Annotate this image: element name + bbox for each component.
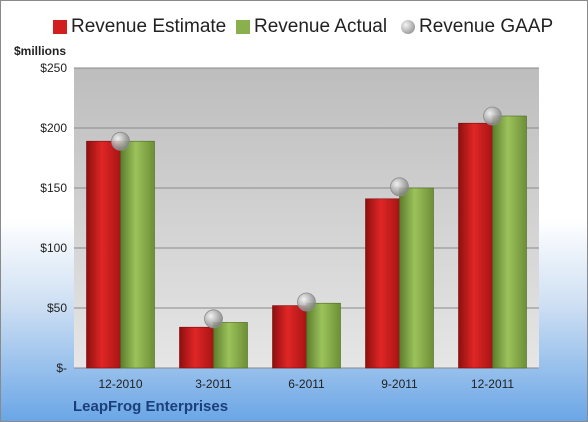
y-axis-ticks: $- $50 $100 $150 $200 $250: [40, 61, 67, 375]
y-tick-label: $250: [40, 61, 67, 75]
x-tick-label: 6-2011: [288, 377, 325, 391]
bar-estimate: [458, 122, 493, 369]
bar-actual: [120, 140, 155, 369]
y-axis-unit-label: $millions: [14, 44, 67, 58]
company-name: LeapFrog Enterprises: [73, 398, 229, 415]
legend-swatch-gaap: [401, 20, 415, 34]
gaap-markers: [111, 106, 502, 329]
legend-label-gaap: Revenue GAAP: [419, 16, 554, 37]
gaap-marker: [111, 131, 130, 151]
legend-label-estimate: Revenue Estimate: [71, 16, 227, 37]
gaap-marker: [204, 309, 223, 329]
gaap-marker: [390, 177, 409, 197]
bar-estimate: [272, 305, 307, 369]
legend-swatch-actual: [236, 20, 250, 34]
y-tick-label: $-: [56, 361, 67, 375]
bar-estimate: [179, 326, 214, 369]
bar-actual: [492, 115, 527, 369]
chart-plot: $- $50 $100 $150 $200 $250 12-2010 3-2011 6-201…: [40, 61, 539, 391]
legend-label-actual: Revenue Actual: [254, 16, 388, 37]
bars: [86, 115, 527, 369]
y-tick-label: $100: [40, 241, 67, 255]
bar-actual: [306, 302, 341, 369]
bar-estimate: [86, 140, 121, 369]
x-tick-label: 12-2011: [471, 377, 514, 391]
y-tick-label: $150: [40, 181, 67, 195]
bar-estimate: [365, 198, 400, 369]
x-tick-label: 3-2011: [195, 377, 232, 391]
x-axis-ticks: 12-2010 3-2011 6-2011 9-2011 12-2011: [98, 377, 514, 391]
gaap-marker: [297, 292, 316, 312]
y-tick-label: $200: [40, 121, 67, 135]
bar-actual: [399, 187, 434, 369]
legend-swatch-estimate: [53, 20, 67, 34]
x-tick-label: 9-2011: [381, 377, 418, 391]
x-tick-label: 12-2010: [98, 377, 142, 391]
gaap-marker: [483, 106, 502, 126]
y-tick-label: $50: [47, 301, 67, 315]
bar-actual: [213, 322, 248, 369]
